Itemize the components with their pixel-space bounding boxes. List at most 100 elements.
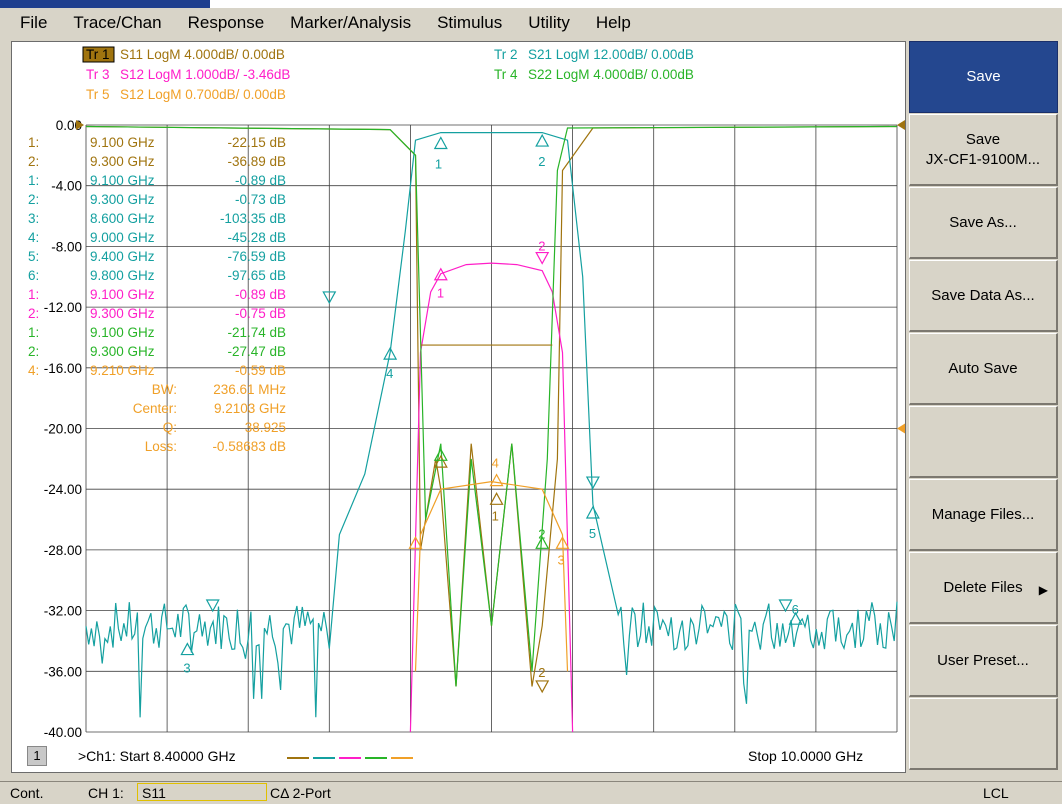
bandwidth-label: Loss: xyxy=(145,439,177,454)
marker-value: -22.15 dB xyxy=(227,135,286,150)
bandwidth-value: 9.2103 GHz xyxy=(214,401,286,416)
marker-triangle-icon[interactable] xyxy=(205,599,220,613)
softkey-save-data-as[interactable]: Save Data As... xyxy=(909,260,1058,332)
marker-value: -0.89 dB xyxy=(235,287,286,302)
marker-triangle-icon[interactable]: 2 xyxy=(535,665,550,694)
trace-header-tr2[interactable]: Tr 2 S21 LogM 12.00dB/ 0.00dB xyxy=(494,47,694,62)
trace-format: S22 LogM 4.000dB/ 0.00dB xyxy=(528,67,694,82)
plot-area[interactable]: 0.00 -4.00 -8.00 -12.00 -16.00 -20.00 -24.00 -2… xyxy=(11,41,906,773)
marker-triangle-icon[interactable] xyxy=(585,476,600,490)
softkey-blank-9[interactable] xyxy=(909,698,1058,770)
marker-value: -0.75 dB xyxy=(235,306,286,321)
marker-readout-row[interactable]: 1: 9.100 GHz -0.89 dB xyxy=(28,287,286,302)
marker-frequency: 9.100 GHz xyxy=(90,287,155,302)
marker-value: -0.73 dB xyxy=(235,192,286,207)
svg-text:3: 3 xyxy=(557,552,564,567)
marker-readout-row[interactable]: 1: 9.100 GHz -22.15 dB xyxy=(28,135,286,150)
marker-frequency: 9.300 GHz xyxy=(90,192,155,207)
y-tick-label: -32.00 xyxy=(44,604,82,619)
softkey-auto-save[interactable]: Auto Save xyxy=(909,333,1058,405)
svg-text:2: 2 xyxy=(538,665,545,680)
marker-id: 6: xyxy=(28,268,39,283)
softkey-delete-files[interactable]: Delete Files ▶ xyxy=(909,552,1058,624)
marker-frequency: 9.100 GHz xyxy=(90,135,155,150)
marker-triangle-icon[interactable]: 2 xyxy=(535,526,550,549)
calibration-status: CΔ 2-Port xyxy=(270,785,331,801)
trace-chart[interactable]: 0.00 -4.00 -8.00 -12.00 -16.00 -20.00 -24.00 -2… xyxy=(12,42,905,742)
marker-id: 5: xyxy=(28,249,39,264)
bandwidth-value: 236.61 MHz xyxy=(213,382,286,397)
marker-readout-row[interactable]: 2: 9.300 GHz -0.75 dB xyxy=(28,306,286,321)
softkey-save[interactable]: Save JX-CF1-9100M... xyxy=(909,114,1058,186)
marker-frequency: 9.800 GHz xyxy=(90,268,155,283)
trace-line-s22 xyxy=(85,125,898,687)
trace-format: S21 LogM 12.00dB/ 0.00dB xyxy=(528,47,694,62)
marker-triangle-icon[interactable] xyxy=(322,291,337,305)
menu-response[interactable]: Response xyxy=(187,13,265,32)
marker-triangle-icon[interactable]: 1 xyxy=(433,267,448,301)
title-strip xyxy=(0,0,1062,8)
softkey-user-preset[interactable]: User Preset... xyxy=(909,625,1058,697)
stop-frequency[interactable]: Stop 10.0000 GHz xyxy=(748,748,864,764)
marker-value: -103.35 dB xyxy=(220,211,286,226)
marker-triangle-icon[interactable]: 1 xyxy=(433,136,448,172)
y-tick-label: -20.00 xyxy=(44,422,82,437)
marker-value: -21.74 dB xyxy=(227,325,286,340)
marker-readout-row[interactable]: 4: 9.210 GHz -0.59 dB xyxy=(28,363,286,378)
menu-help[interactable]: Help xyxy=(595,13,631,32)
trace-line-s21 xyxy=(85,132,898,718)
softkey-manage-files[interactable]: Manage Files... xyxy=(909,479,1058,551)
marker-id: 1: xyxy=(28,173,39,188)
menu-stimulus[interactable]: Stimulus xyxy=(437,13,503,32)
marker-readout-row[interactable]: 2: 9.300 GHz -36.89 dB xyxy=(28,154,286,169)
marker-id: 3: xyxy=(28,211,39,226)
marker-id: 1: xyxy=(28,135,39,150)
marker-readout-row[interactable]: 4: 9.000 GHz -45.28 dB xyxy=(28,230,286,245)
marker-triangle-icon[interactable]: 2 xyxy=(535,133,550,169)
menu-utility[interactable]: Utility xyxy=(528,13,570,32)
marker-triangle-icon[interactable]: 3 xyxy=(555,536,570,567)
bandwidth-label: BW: xyxy=(152,382,177,397)
marker-triangle-icon[interactable]: 3 xyxy=(180,642,195,676)
marker-triangle-icon[interactable]: 1 xyxy=(489,492,504,523)
channel-label: CH 1: xyxy=(88,785,124,801)
svg-text:4: 4 xyxy=(386,366,393,381)
marker-triangle-icon[interactable]: 2 xyxy=(535,239,550,265)
marker-triangle-icon[interactable] xyxy=(433,448,448,461)
marker-readout-row[interactable]: 1: 9.100 GHz -21.74 dB xyxy=(28,325,286,340)
active-parameter[interactable]: S11 xyxy=(137,783,267,801)
trace-line-s12 xyxy=(414,480,569,672)
reference-marker-icon xyxy=(76,120,84,130)
marker-readout-row[interactable]: 2: 9.300 GHz -0.73 dB xyxy=(28,192,286,207)
marker-triangle-icon[interactable]: 4 xyxy=(383,346,398,381)
channel-number[interactable]: 1 xyxy=(27,746,47,766)
marker-triangle-icon[interactable]: 6 xyxy=(788,602,803,625)
softkey-blank-5[interactable] xyxy=(909,406,1058,478)
menu-trace-chan[interactable]: Trace/Chan xyxy=(73,13,162,32)
trace-header-tr1[interactable]: Tr 1 S11 LogM 4.000dB/ 0.00dB xyxy=(82,46,285,63)
trace-header-tr3[interactable]: Tr 3 S12 LogM 1.000dB/ -3.46dB xyxy=(86,67,290,82)
marker-triangle-icon[interactable] xyxy=(778,599,793,613)
trace-header-tr5[interactable]: Tr 5 S12 LogM 0.700dB/ 0.00dB xyxy=(86,87,286,102)
softkey-save[interactable]: Save xyxy=(909,41,1058,113)
marker-readout-row[interactable]: 2: 9.300 GHz -27.47 dB xyxy=(28,344,286,359)
menu-marker-analysis[interactable]: Marker/Analysis xyxy=(290,13,412,32)
menu-file[interactable]: File xyxy=(20,13,48,32)
reference-marker-icon xyxy=(897,120,905,130)
marker-readout-row[interactable]: 1: 9.100 GHz -0.89 dB xyxy=(28,173,286,188)
trace-format: S12 LogM 0.700dB/ 0.00dB xyxy=(120,87,286,102)
softkey-save-as[interactable]: Save As... xyxy=(909,187,1058,259)
marker-triangle-icon[interactable] xyxy=(408,536,423,549)
trace-color-legend xyxy=(287,757,413,759)
marker-frequency: 9.400 GHz xyxy=(90,249,155,264)
marker-readout-row[interactable]: 3: 8.600 GHz -103.35 dB xyxy=(28,211,286,226)
marker-id: 4: xyxy=(28,230,39,245)
marker-readout-row[interactable]: 5: 9.400 GHz -76.59 dB xyxy=(28,249,286,264)
marker-readout-row[interactable]: 6: 9.800 GHz -97.65 dB xyxy=(28,268,286,283)
marker-triangle-icon[interactable]: 4 xyxy=(489,456,504,487)
start-frequency[interactable]: >Ch1: Start 8.40000 GHz xyxy=(78,748,236,764)
marker-frequency: 9.300 GHz xyxy=(90,344,155,359)
marker-triangle-icon[interactable] xyxy=(433,454,448,468)
marker-triangle-icon[interactable]: 5 xyxy=(585,505,600,541)
trace-header-tr4[interactable]: Tr 4 S22 LogM 4.000dB/ 0.00dB xyxy=(494,67,694,82)
